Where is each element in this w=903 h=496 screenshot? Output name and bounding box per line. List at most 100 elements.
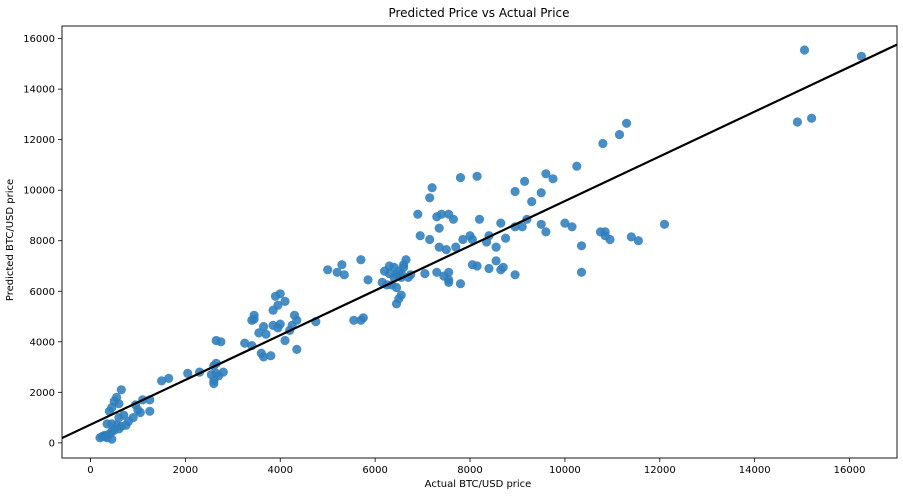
data-point	[432, 212, 442, 222]
data-point	[614, 130, 625, 140]
data-point	[807, 113, 817, 123]
y-tick-label: 16000	[23, 34, 55, 45]
axes: 0 2000 4000 6000 8000 10000 12000 14000 16000 0 20…	[23, 25, 898, 476]
data-point	[633, 236, 644, 246]
data-point	[356, 255, 366, 265]
data-point	[474, 214, 485, 224]
data-point	[598, 138, 608, 149]
data-point	[114, 399, 124, 409]
data-point	[183, 368, 193, 378]
data-point	[501, 233, 511, 243]
data-point	[576, 267, 587, 277]
data-point	[164, 373, 174, 383]
data-point	[270, 291, 281, 301]
data-point	[576, 241, 587, 251]
y-tick-label: 4000	[30, 337, 55, 348]
data-point	[157, 376, 167, 386]
data-point	[536, 219, 546, 229]
data-point	[415, 231, 425, 241]
data-point	[259, 352, 269, 362]
data-point	[413, 209, 423, 219]
chart-title: Predicted Price vs Actual Price	[388, 6, 569, 20]
data-point	[254, 328, 264, 338]
regression-line-group	[61, 43, 898, 440]
data-point	[491, 256, 501, 266]
data-point	[209, 378, 219, 389]
data-point	[799, 45, 810, 55]
data-point	[116, 385, 126, 395]
data-point	[391, 299, 402, 309]
data-point	[427, 183, 437, 193]
data-point	[527, 197, 537, 207]
y-axis-label: Predicted BTC/USD price	[5, 179, 16, 301]
data-point	[434, 242, 444, 252]
data-point	[484, 263, 494, 274]
data-point	[337, 260, 347, 270]
data-point	[339, 270, 349, 280]
data-point	[420, 269, 430, 279]
y-tick-label: 2000	[30, 388, 55, 399]
data-point	[216, 337, 226, 347]
data-point	[356, 315, 366, 325]
data-point	[520, 176, 530, 186]
x-tick-label: 6000	[362, 465, 387, 476]
data-point	[425, 234, 435, 245]
data-point	[510, 270, 520, 280]
data-point	[560, 218, 570, 228]
data-point	[145, 406, 155, 416]
data-point	[572, 161, 582, 171]
data-point	[259, 322, 269, 332]
data-point	[349, 315, 359, 325]
data-point	[240, 338, 250, 348]
y-tick-label: 6000	[30, 287, 55, 298]
data-point	[541, 227, 551, 237]
data-point	[622, 118, 632, 128]
data-point	[444, 277, 454, 287]
data-point	[391, 282, 402, 293]
data-point	[441, 245, 451, 255]
x-tick-label: 16000	[834, 465, 866, 476]
data-point	[432, 267, 442, 277]
x-tick-label: 10000	[549, 465, 581, 476]
data-point	[472, 171, 482, 181]
data-point	[659, 219, 670, 229]
x-tick-label: 2000	[173, 465, 198, 476]
data-point	[496, 218, 506, 228]
data-point	[363, 275, 373, 285]
data-point	[448, 214, 458, 224]
data-point	[396, 269, 406, 279]
axes-frame	[61, 25, 898, 459]
y-tick-label: 12000	[23, 135, 55, 146]
x-axis-label: Actual BTC/USD price	[425, 479, 532, 490]
data-point	[332, 267, 342, 277]
data-point	[626, 232, 636, 242]
data-point	[425, 193, 435, 203]
data-point	[510, 186, 520, 197]
data-point	[455, 173, 466, 183]
data-point	[266, 351, 276, 361]
data-point	[434, 223, 444, 233]
data-point	[536, 188, 546, 198]
data-point	[399, 260, 409, 270]
data-point	[491, 242, 501, 252]
y-tick-label: 0	[49, 438, 55, 449]
data-point	[856, 51, 867, 61]
data-points	[95, 45, 867, 444]
data-point	[467, 234, 477, 245]
data-point	[114, 413, 124, 423]
data-point	[541, 169, 551, 179]
x-tick-label: 4000	[268, 465, 293, 476]
x-tick-label: 0	[87, 465, 93, 476]
data-point	[323, 265, 333, 275]
data-point	[247, 315, 257, 325]
data-point	[292, 344, 302, 354]
data-point	[472, 261, 482, 271]
y-tick-label: 10000	[23, 186, 55, 197]
y-tick-label: 14000	[23, 85, 55, 96]
data-point	[280, 335, 290, 346]
data-point	[498, 262, 508, 272]
data-point	[458, 234, 468, 245]
data-point	[600, 231, 610, 241]
